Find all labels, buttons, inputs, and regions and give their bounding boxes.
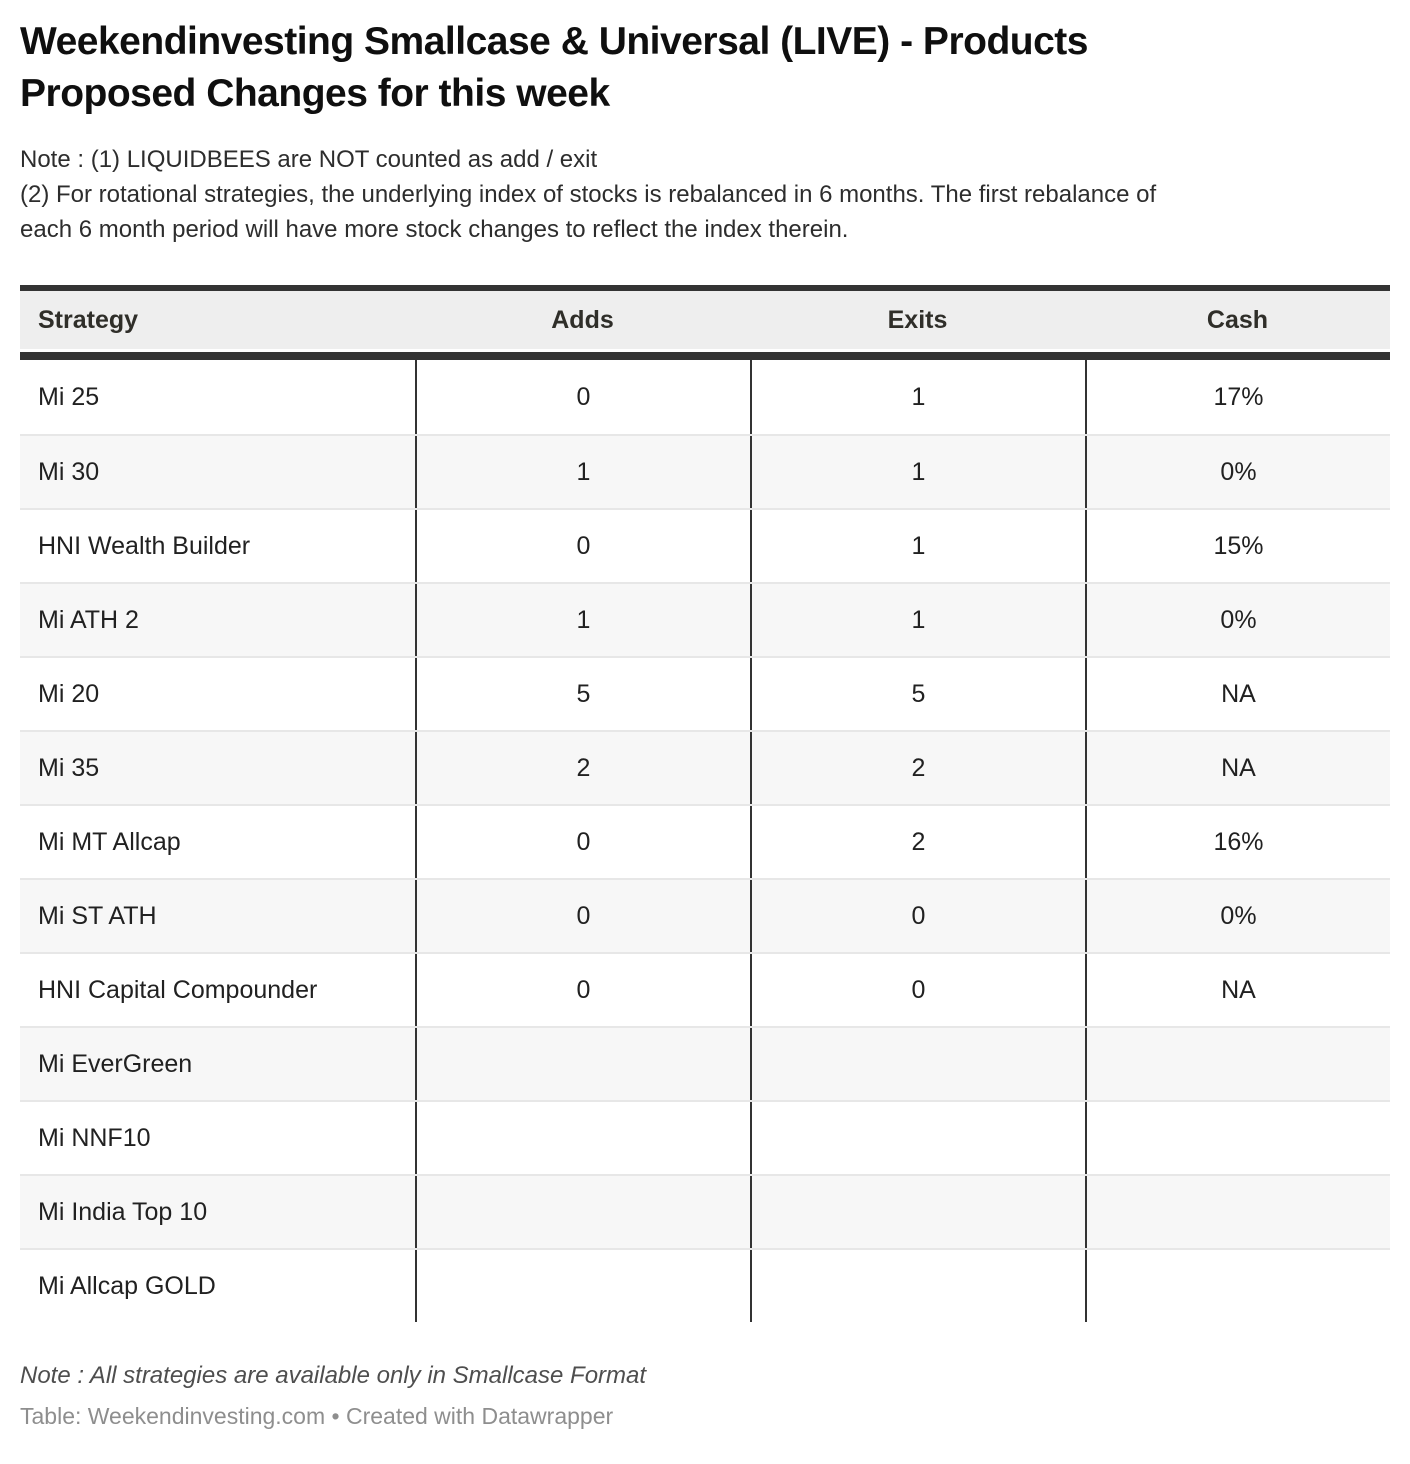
strategy-cell: Mi 25 bbox=[38, 382, 100, 411]
exits-cell bbox=[750, 1176, 1085, 1248]
adds-cell: 0 bbox=[415, 880, 750, 952]
cash-cell: NA bbox=[1085, 658, 1390, 730]
column-header-strategy: Strategy bbox=[38, 305, 139, 334]
adds-cell: 0 bbox=[415, 806, 750, 878]
exits-cell bbox=[750, 1102, 1085, 1174]
strategy-cell: Mi MT Allcap bbox=[38, 827, 181, 856]
strategy-cell: Mi 30 bbox=[38, 457, 100, 486]
strategy-cell: Mi NNF10 bbox=[38, 1123, 151, 1152]
strategy-cell: Mi ATH 2 bbox=[38, 605, 139, 634]
adds-cell: 5 bbox=[415, 658, 750, 730]
adds-cell: 1 bbox=[415, 436, 750, 508]
strategy-cell: HNI Capital Compounder bbox=[38, 975, 318, 1004]
column-header-cash: Cash bbox=[1206, 305, 1269, 334]
strategy-cell: Mi ST ATH bbox=[38, 901, 157, 930]
strategy-cell: Mi 20 bbox=[38, 679, 100, 708]
footer-note: Note : All strategies are available only… bbox=[20, 1362, 647, 1389]
cash-cell: 0% bbox=[1085, 584, 1390, 656]
table-body: Mi 25 0 1 17% Mi 30 1 1 0% HNI Wealth Bu… bbox=[20, 352, 1390, 1322]
adds-cell bbox=[415, 1250, 750, 1322]
table-row: Mi Allcap GOLD bbox=[20, 1248, 1390, 1322]
table-credit: Table: Weekendinvesting.com • Created wi… bbox=[20, 1403, 614, 1429]
page-title: Weekendinvesting Smallcase & Universal (… bbox=[20, 16, 1390, 120]
exits-cell: 1 bbox=[750, 510, 1085, 582]
exits-cell: 0 bbox=[750, 954, 1085, 1026]
strategy-cell: Mi EverGreen bbox=[38, 1049, 193, 1078]
strategy-cell: Mi 35 bbox=[38, 753, 100, 782]
cash-cell: NA bbox=[1085, 954, 1390, 1026]
page-title-line-2: Proposed Changes for this week bbox=[20, 72, 610, 115]
exits-cell: 1 bbox=[750, 360, 1085, 434]
cash-cell bbox=[1085, 1176, 1390, 1248]
column-header-exits: Exits bbox=[887, 305, 948, 334]
exits-cell: 0 bbox=[750, 880, 1085, 952]
products-changes-table: Strategy Adds Exits Cash Mi 25 0 1 17% M… bbox=[20, 285, 1390, 1322]
description-line-3: each 6 month period will have more stock… bbox=[20, 216, 849, 243]
datawrapper-table-page: Weekendinvesting Smallcase & Universal (… bbox=[0, 16, 1410, 1430]
cash-cell bbox=[1085, 1028, 1390, 1100]
strategy-cell: Mi India Top 10 bbox=[38, 1197, 208, 1226]
strategy-cell: HNI Wealth Builder bbox=[38, 531, 251, 560]
adds-cell: 0 bbox=[415, 954, 750, 1026]
cash-cell bbox=[1085, 1102, 1390, 1174]
exits-cell: 2 bbox=[750, 806, 1085, 878]
page-title-line-1: Weekendinvesting Smallcase & Universal (… bbox=[20, 20, 1088, 63]
table-row: Mi India Top 10 bbox=[20, 1174, 1390, 1248]
cash-cell: 17% bbox=[1085, 360, 1390, 434]
table-row: Mi ST ATH 0 0 0% bbox=[20, 878, 1390, 952]
table-row: Mi 30 1 1 0% bbox=[20, 434, 1390, 508]
table-row: Mi ATH 2 1 1 0% bbox=[20, 582, 1390, 656]
exits-cell bbox=[750, 1028, 1085, 1100]
adds-cell: 2 bbox=[415, 732, 750, 804]
table-row: Mi MT Allcap 0 2 16% bbox=[20, 804, 1390, 878]
cash-cell bbox=[1085, 1250, 1390, 1322]
adds-cell bbox=[415, 1176, 750, 1248]
description-line-2: (2) For rotational strategies, the under… bbox=[20, 181, 1157, 208]
cash-cell: 0% bbox=[1085, 436, 1390, 508]
exits-cell: 1 bbox=[750, 436, 1085, 508]
exits-cell: 1 bbox=[750, 584, 1085, 656]
cash-cell: NA bbox=[1085, 732, 1390, 804]
strategy-cell: Mi Allcap GOLD bbox=[38, 1271, 216, 1300]
cash-cell: 16% bbox=[1085, 806, 1390, 878]
table-row: Mi 20 5 5 NA bbox=[20, 656, 1390, 730]
adds-cell bbox=[415, 1102, 750, 1174]
adds-cell: 1 bbox=[415, 584, 750, 656]
adds-cell: 0 bbox=[415, 510, 750, 582]
exits-cell: 5 bbox=[750, 658, 1085, 730]
table-row: Mi 25 0 1 17% bbox=[20, 360, 1390, 434]
adds-cell bbox=[415, 1028, 750, 1100]
table-row: Mi EverGreen bbox=[20, 1026, 1390, 1100]
table-row: HNI Capital Compounder 0 0 NA bbox=[20, 952, 1390, 1026]
table-header-row: Strategy Adds Exits Cash bbox=[20, 285, 1390, 349]
table-row: Mi NNF10 bbox=[20, 1100, 1390, 1174]
description-line-1: Note : (1) LIQUIDBEES are NOT counted as… bbox=[20, 146, 598, 173]
cash-cell: 0% bbox=[1085, 880, 1390, 952]
exits-cell bbox=[750, 1250, 1085, 1322]
table-row: HNI Wealth Builder 0 1 15% bbox=[20, 508, 1390, 582]
cash-cell: 15% bbox=[1085, 510, 1390, 582]
table-row: Mi 35 2 2 NA bbox=[20, 730, 1390, 804]
exits-cell: 2 bbox=[750, 732, 1085, 804]
table-description: Note : (1) LIQUIDBEES are NOT counted as… bbox=[20, 142, 1390, 247]
adds-cell: 0 bbox=[415, 360, 750, 434]
column-header-adds: Adds bbox=[551, 305, 614, 334]
